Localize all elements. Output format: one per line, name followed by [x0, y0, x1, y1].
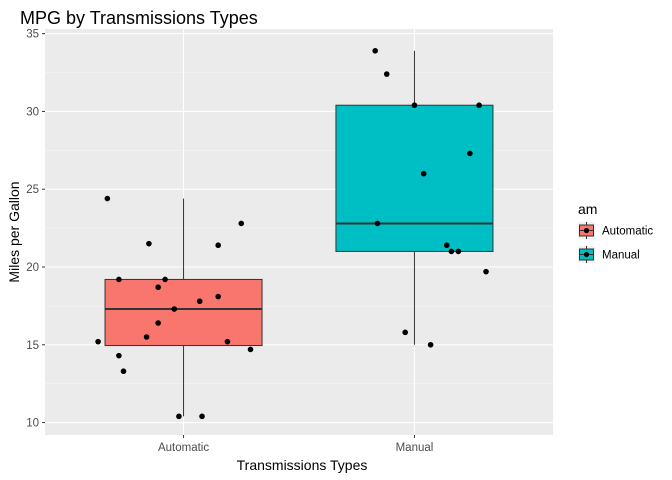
legend-label-automatic: Automatic: [602, 226, 653, 238]
data-point-automatic: [171, 306, 178, 312]
y-axis: 10 15 20 25 30 35: [26, 29, 45, 430]
data-point-automatic: [155, 284, 161, 291]
box-body-manual: [335, 104, 494, 252]
points-layer: [95, 47, 489, 420]
legend-key-point: [583, 227, 590, 234]
data-point-automatic: [199, 413, 205, 420]
x-tick-label: Automatic: [158, 442, 209, 454]
data-point-automatic: [120, 368, 127, 375]
data-point-automatic: [95, 338, 101, 345]
data-point-automatic: [146, 240, 152, 247]
data-point-automatic: [104, 195, 111, 202]
x-tick-label: Manual: [396, 442, 434, 454]
data-point-automatic: [176, 413, 182, 420]
data-point-automatic: [116, 352, 122, 359]
y-tick-label: 10: [26, 418, 39, 430]
box-automatic: [104, 198, 263, 417]
y-axis-title: Miles per Gallon: [6, 181, 22, 282]
data-point-manual: [372, 47, 379, 54]
legend-key-point: [583, 251, 590, 258]
data-point-manual: [383, 71, 390, 77]
data-point-manual: [411, 102, 418, 109]
data-point-automatic: [215, 242, 221, 249]
data-point-automatic: [155, 320, 161, 326]
boxes-layer: [104, 50, 494, 417]
data-point-automatic: [116, 276, 122, 283]
data-point-manual: [448, 248, 455, 255]
data-point-manual: [443, 242, 450, 249]
data-point-automatic: [247, 346, 254, 353]
x-axis: Automatic Manual: [158, 435, 433, 454]
box-body-automatic: [104, 278, 263, 347]
data-point-automatic: [224, 338, 231, 345]
data-point-automatic: [196, 298, 203, 305]
legend: am Automatic Manual: [578, 201, 653, 263]
data-point-automatic: [162, 276, 168, 283]
data-point-automatic: [215, 293, 221, 300]
legend-item-manual: Manual: [578, 246, 640, 263]
y-tick-label: 20: [26, 262, 39, 274]
legend-item-automatic: Automatic: [578, 222, 653, 239]
data-point-manual: [455, 248, 462, 255]
data-point-manual: [467, 150, 473, 157]
data-point-automatic: [143, 334, 150, 340]
x-axis-title: Transmissions Types: [237, 457, 368, 473]
legend-title: am: [578, 201, 597, 217]
box-manual: [335, 50, 494, 345]
legend-items: Automatic Manual: [578, 222, 653, 263]
data-point-manual: [374, 220, 381, 227]
data-point-manual: [476, 102, 482, 109]
data-point-manual: [427, 341, 434, 348]
y-tick-label: 35: [26, 29, 39, 41]
data-point-manual: [402, 329, 409, 336]
legend-label-manual: Manual: [602, 250, 640, 262]
data-point-manual: [420, 170, 427, 177]
y-tick-label: 15: [26, 340, 39, 352]
y-tick-label: 25: [26, 184, 39, 196]
data-point-manual: [483, 268, 489, 275]
data-point-automatic: [238, 220, 245, 227]
chart-title: MPG by Transmissions Types: [20, 8, 258, 28]
y-tick-label: 30: [26, 106, 39, 118]
